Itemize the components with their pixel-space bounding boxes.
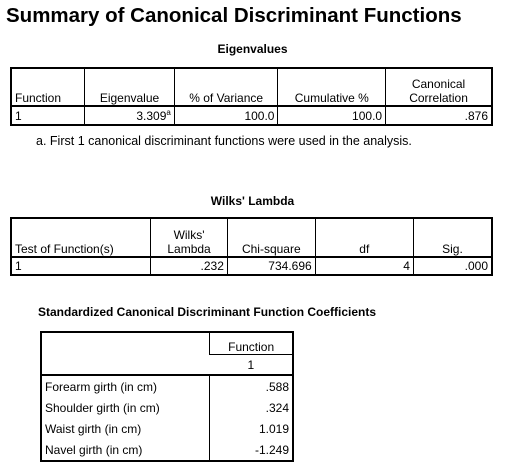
- cell-df: 4: [314, 256, 414, 275]
- lambda-line2: Lambda: [167, 242, 211, 256]
- row-label: Navel girth (in cm): [45, 442, 143, 457]
- row-value: -1.249: [209, 439, 293, 461]
- table-row: 1 .232 734.696 4 .000: [11, 256, 492, 275]
- cell-cumulative: 100.0: [277, 105, 386, 125]
- table-row: Shoulder girth (in cm) .324: [41, 397, 293, 418]
- cell-pct-variance: 100.0: [173, 105, 278, 125]
- eigenvalues-title: Eigenvalues: [217, 42, 288, 56]
- row-value: .588: [209, 374, 293, 397]
- header-pct-variance: % of Variance: [173, 68, 278, 106]
- standardized-title: Standardized Canonical Discriminant Func…: [38, 305, 377, 319]
- eigenvalues-table: Function Eigenvalue % of Variance Cumula…: [10, 67, 493, 126]
- cell-canonical-correlation: .876: [385, 105, 492, 125]
- row-label: Forearm girth (in cm): [41, 374, 210, 397]
- header-cumulative: Cumulative %: [277, 68, 386, 106]
- header-blank: [41, 332, 210, 375]
- footnote-text: First 1 canonical discriminant functions…: [49, 134, 412, 148]
- row-value: 1.019: [209, 418, 293, 439]
- header-function-number: 1: [209, 354, 293, 375]
- cell-test: 1: [11, 256, 151, 275]
- cell-function: 1: [11, 105, 85, 125]
- row-label: Waist girth (in cm): [45, 421, 142, 436]
- cell-eigenvalue: 3.309a: [84, 105, 175, 125]
- wilks-title: Wilks' Lambda: [210, 194, 295, 208]
- header-canonical-correlation: Canonical Correlation: [385, 68, 492, 106]
- table-row: Forearm girth (in cm) .588: [41, 374, 293, 397]
- cell-lambda: .232: [150, 256, 228, 275]
- header-chi-square: Chi-square: [226, 218, 316, 257]
- lambda-line1: Wilks': [173, 228, 205, 242]
- header-df: df: [314, 218, 414, 257]
- page-title: Summary of Canonical Discriminant Functi…: [6, 4, 462, 27]
- footnote-label: a.: [36, 134, 47, 148]
- table-row: Waist girth (in cm) 1.019: [41, 418, 293, 439]
- cell-sig: .000: [412, 256, 492, 275]
- eigenvalue-value: 3.309: [136, 108, 167, 123]
- row-label: Shoulder girth (in cm): [45, 400, 160, 415]
- footnote: a. First 1 canonical discriminant functi…: [36, 133, 426, 150]
- header-test: Test of Function(s): [15, 242, 114, 256]
- canonical-line1: Canonical: [411, 77, 466, 91]
- header-sig: Sig.: [412, 218, 492, 257]
- standardized-table: Function 1 Forearm girth (in cm) .588 Sh…: [40, 331, 294, 462]
- canonical-line2: Correlation: [409, 91, 468, 105]
- cell-chi-square: 734.696: [226, 256, 316, 275]
- header-eigenvalue: Eigenvalue: [84, 68, 175, 106]
- footnote-mark: a: [166, 107, 171, 117]
- table-row: 1 3.309a 100.0 100.0 .876: [11, 105, 492, 125]
- header-function: Function: [15, 91, 62, 105]
- row-value: .324: [209, 397, 293, 418]
- header-wilks-lambda: Wilks' Lambda: [150, 218, 228, 257]
- header-function: Function: [209, 332, 293, 355]
- wilks-table: Test of Function(s) Wilks' Lambda Chi-sq…: [10, 217, 493, 276]
- table-row: Navel girth (in cm) -1.249: [41, 439, 293, 461]
